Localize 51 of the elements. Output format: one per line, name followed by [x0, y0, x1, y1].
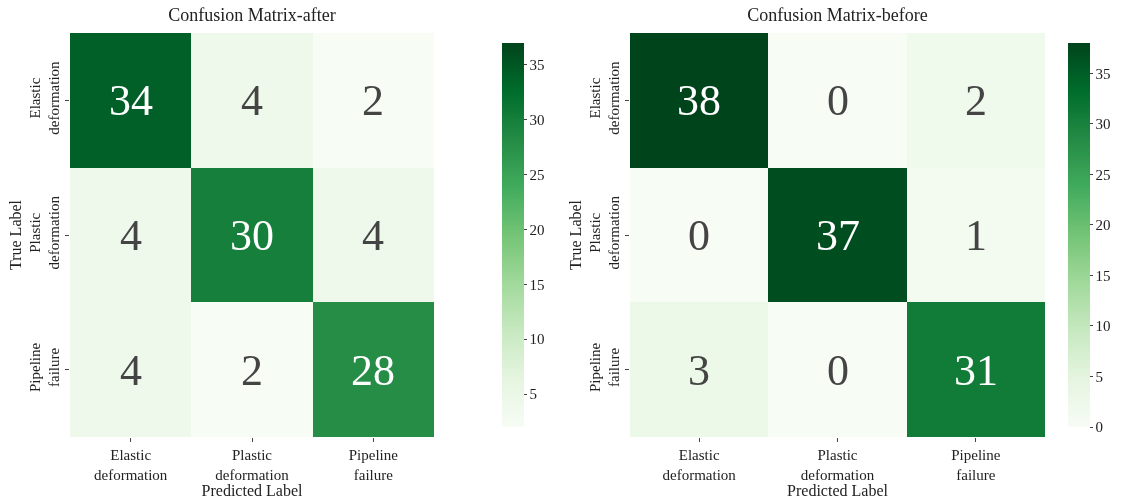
y-tick-label: Pipeline failure	[586, 342, 622, 393]
data-label: 4	[362, 211, 384, 261]
color-bar-label: 0	[1095, 419, 1103, 436]
color-bar-label: 25	[1095, 166, 1111, 183]
data-label: 28	[351, 346, 395, 396]
data-label: 37	[816, 211, 860, 261]
data-label: 2	[362, 76, 384, 126]
data-label: 31	[954, 346, 998, 396]
color-bar-label: 30	[529, 112, 545, 129]
color-bar-label: 5	[529, 386, 537, 403]
color-bar-label: 15	[1095, 267, 1111, 284]
data-label: 0	[827, 346, 849, 396]
y-tick-label: Elastic deformation	[586, 60, 622, 135]
x-tick-label: Plastic deformation	[800, 447, 875, 483]
data-label: 4	[241, 76, 263, 126]
color-bar-label: 35	[529, 57, 545, 74]
y-tick-label: Plastic deformation	[26, 195, 62, 270]
y-axis-title: True Label	[7, 199, 25, 271]
color-bar-label: 20	[529, 221, 545, 238]
color-bar-label: 30	[1095, 116, 1111, 133]
color-bar-label: 10	[1095, 318, 1111, 335]
color-bar-label: 15	[529, 276, 545, 293]
data-label: 4	[120, 346, 142, 396]
data-label: 38	[677, 76, 721, 126]
chart-title: Confusion Matrix-before	[747, 4, 928, 25]
color-bar-label: 35	[1095, 65, 1111, 82]
y-axis-title: True Label	[567, 199, 585, 271]
color-bar-label: 5	[1095, 368, 1103, 385]
x-tick-label: Elastic deformation	[662, 447, 737, 483]
data-label: 2	[241, 346, 263, 396]
data-label: 4	[120, 211, 142, 261]
y-tick-label: Plastic deformation	[586, 195, 622, 270]
color-bar-label: 10	[529, 331, 545, 348]
y-tick-label: Elastic deformation	[26, 60, 62, 135]
data-label: 0	[827, 76, 849, 126]
y-tick-label: Pipeline failure	[26, 342, 62, 393]
x-tick-label: Pipeline failure	[951, 447, 1001, 483]
x-axis-title: Predicted Label	[787, 482, 889, 499]
x-axis-title: Predicted Label	[201, 482, 303, 499]
x-tick-label: Pipeline failure	[348, 447, 399, 483]
color-bar-label: 25	[529, 166, 545, 183]
data-label: 1	[965, 211, 987, 261]
data-label: 0	[688, 211, 710, 261]
x-tick-label: Elastic deformation	[94, 447, 168, 483]
chart-title: Confusion Matrix-after	[168, 4, 336, 25]
x-tick-label: Plastic deformation	[215, 447, 290, 483]
color-bar-label: 20	[1095, 217, 1111, 234]
data-label: 3	[688, 346, 710, 396]
data-label: 30	[230, 211, 274, 261]
data-label: 2	[965, 76, 987, 126]
data-label: 34	[109, 76, 153, 126]
